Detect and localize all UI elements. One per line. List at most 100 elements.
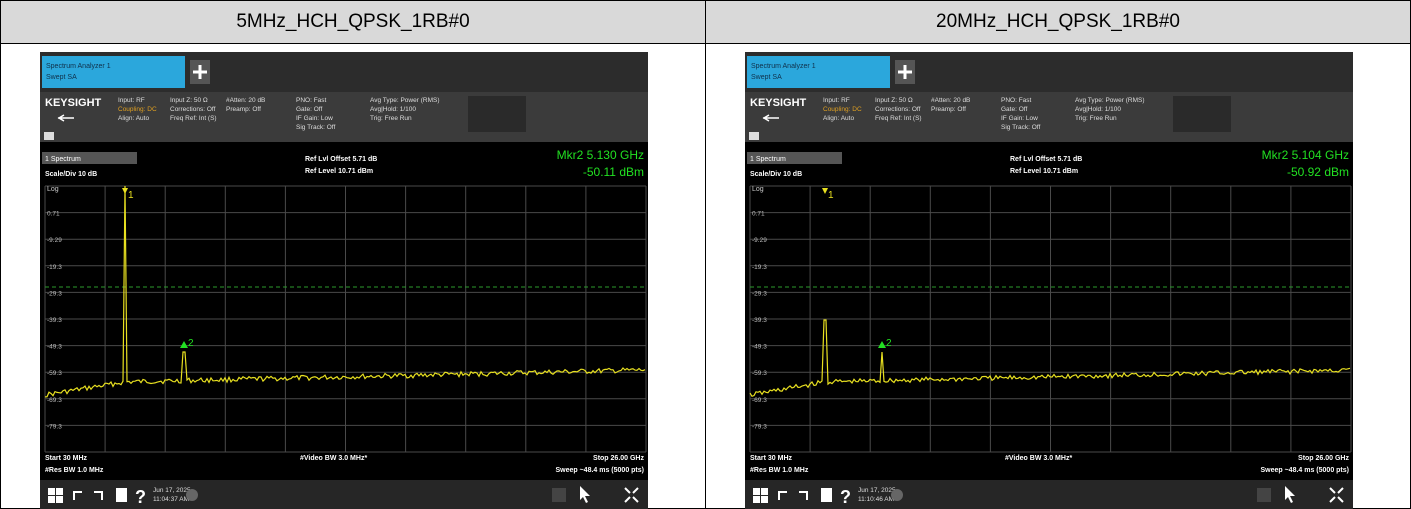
brand: KEYSIGHT <box>45 97 102 109</box>
trace-indicator <box>468 96 526 132</box>
page: 5MHz_HCH_QPSK_1RB#0 20MHz_HCH_QPSK_1RB#0… <box>0 0 1411 509</box>
info-text: Sig Track: Off <box>1001 124 1040 131</box>
tab-title: Spectrum Analyzer 1 <box>46 63 111 70</box>
analyzer-screen: Spectrum Analyzer 1 Swept SA KEYSIGHT Input… <box>745 52 1353 509</box>
marker-frequency: Mkr2 5.130 GHz <box>557 148 644 162</box>
y-tick-label: -29.3 <box>47 290 62 297</box>
info-text: Trig: Free Run <box>1075 115 1117 122</box>
scale-type: Log <box>752 186 764 193</box>
info-text: Align: Auto <box>118 115 149 122</box>
info-text: Input Z: 50 Ω <box>875 97 913 104</box>
start-frequency: Start 30 MHz <box>750 455 793 462</box>
y-tick-label: -39.3 <box>752 317 767 324</box>
info-text: Gate: Off <box>1001 106 1027 113</box>
tab-title: Spectrum Analyzer 1 <box>751 63 816 70</box>
date: Jun 17, 2025 <box>858 487 896 494</box>
info-text: Input: RF <box>823 97 850 104</box>
y-tick-label: -49.3 <box>752 344 767 351</box>
y-tick-label: -29.3 <box>752 290 767 297</box>
info-text: Coupling: DC <box>118 106 157 113</box>
info-text: Trig: Free Run <box>370 115 412 122</box>
y-tick-label: -69.3 <box>47 397 62 404</box>
info-text: Input: RF <box>118 97 145 104</box>
grid-icon[interactable] <box>1257 488 1271 502</box>
info-text: #Atten: 20 dB <box>931 97 970 104</box>
info-text: IF Gain: Low <box>296 115 333 122</box>
trace-name: 1 Spectrum <box>45 156 81 163</box>
marker-label: 1 <box>128 190 134 201</box>
y-tick-label: -19.3 <box>47 264 62 271</box>
video-bandwidth: #Video BW 3.0 MHz* <box>1005 455 1072 462</box>
sweep-time: Sweep ~48.4 ms (5000 pts) <box>1260 467 1349 474</box>
resolution-bandwidth: #Res BW 1.0 MHz <box>750 467 809 474</box>
help-icon[interactable]: ? <box>135 487 146 507</box>
brand: KEYSIGHT <box>750 97 807 109</box>
stop-frequency: Stop 26.00 GHz <box>1298 455 1349 462</box>
trace-indicator <box>1173 96 1231 132</box>
time: 11:04:37 AM <box>153 496 189 503</box>
date: Jun 17, 2025 <box>153 487 191 494</box>
y-tick-label: -39.3 <box>47 317 62 324</box>
y-tick-label: -79.3 <box>47 423 62 430</box>
info-text: Preamp: Off <box>226 106 261 113</box>
file-icon[interactable] <box>821 488 832 502</box>
marker-arrow <box>180 341 188 348</box>
y-tick-label: 0.71 <box>752 211 765 218</box>
mode-box <box>749 132 759 140</box>
screenshot: Spectrum Analyzer 1 Swept SA KEYSIGHT Input… <box>745 52 1353 509</box>
info-text: Avg Type: Power (RMS) <box>1075 97 1144 104</box>
mode-box <box>44 132 54 140</box>
info-text: #Atten: 20 dB <box>226 97 265 104</box>
scale-type: Log <box>47 186 59 193</box>
y-tick-label: -9.29 <box>47 237 62 244</box>
marker-arrow <box>878 341 886 348</box>
status-icon <box>891 489 903 501</box>
info-text: Avg Type: Power (RMS) <box>370 97 439 104</box>
time: 11:10:46 AM <box>858 496 894 503</box>
header-cell: 20MHz_HCH_QPSK_1RB#0 <box>705 0 1411 44</box>
y-tick-label: 0.71 <box>47 211 60 218</box>
scale: Scale/Div 10 dB <box>45 171 97 178</box>
info-text: PNO: Fast <box>1001 97 1032 104</box>
video-bandwidth: #Video BW 3.0 MHz* <box>300 455 367 462</box>
ref-offset: Ref Lvl Offset 5.71 dB <box>1010 156 1082 163</box>
trace-name: 1 Spectrum <box>750 156 786 163</box>
marker-label: 1 <box>828 190 834 201</box>
info-text: Avg|Hold: 1/100 <box>1075 106 1121 113</box>
marker-label: 2 <box>188 338 194 349</box>
info-text: Gate: Off <box>296 106 322 113</box>
info-text: Preamp: Off <box>931 106 966 113</box>
file-icon[interactable] <box>116 488 127 502</box>
y-tick-label: -59.3 <box>47 370 62 377</box>
info-text: IF Gain: Low <box>1001 115 1038 122</box>
analyzer-screen: Spectrum Analyzer 1 Swept SA KEYSIGHT Input… <box>40 52 648 509</box>
ref-offset: Ref Lvl Offset 5.71 dB <box>305 156 377 163</box>
tab[interactable] <box>42 56 185 88</box>
marker-level: -50.11 dBm <box>583 165 644 179</box>
start-frequency: Start 30 MHz <box>45 455 88 462</box>
resolution-bandwidth: #Res BW 1.0 MHz <box>45 467 104 474</box>
y-tick-label: -9.29 <box>752 237 767 244</box>
tab-subtitle: Swept SA <box>751 74 782 81</box>
stop-frequency: Stop 26.00 GHz <box>593 455 644 462</box>
screenshot: Spectrum Analyzer 1 Swept SA KEYSIGHT Input… <box>40 52 648 509</box>
ref-level: Ref Level 10.71 dBm <box>305 168 373 175</box>
tab-subtitle: Swept SA <box>46 74 77 81</box>
y-tick-label: -59.3 <box>752 370 767 377</box>
info-text: Sig Track: Off <box>296 124 335 131</box>
tab[interactable] <box>747 56 890 88</box>
info-text: Input Z: 50 Ω <box>170 97 208 104</box>
sweep-time: Sweep ~48.4 ms (5000 pts) <box>555 467 644 474</box>
help-icon[interactable]: ? <box>840 487 851 507</box>
marker-label: 2 <box>886 338 892 349</box>
scale: Scale/Div 10 dB <box>750 171 802 178</box>
info-text: Avg|Hold: 1/100 <box>370 106 416 113</box>
y-tick-label: -49.3 <box>47 344 62 351</box>
y-tick-label: -69.3 <box>752 397 767 404</box>
marker-frequency: Mkr2 5.104 GHz <box>1262 148 1349 162</box>
y-tick-label: -19.3 <box>752 264 767 271</box>
ref-level: Ref Level 10.71 dBm <box>1010 168 1078 175</box>
grid-icon[interactable] <box>552 488 566 502</box>
status-icon <box>186 489 198 501</box>
info-text: Coupling: DC <box>823 106 862 113</box>
